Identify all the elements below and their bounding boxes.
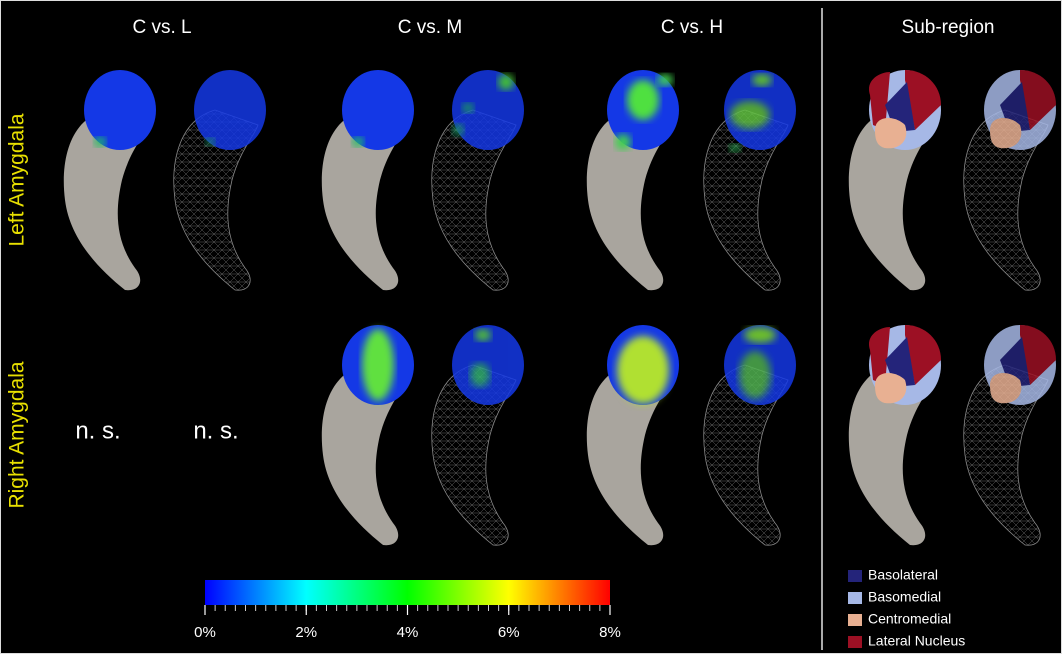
- tick-label: 6%: [498, 624, 520, 641]
- effect-spot: [94, 137, 106, 147]
- effect-spot: [462, 103, 474, 113]
- column-header: C vs. M: [398, 17, 462, 38]
- amygdala-surface: [342, 70, 414, 150]
- amygdala: [452, 325, 524, 405]
- subregion: [875, 118, 906, 148]
- subregion: [875, 373, 906, 403]
- row-label: Left Amygdala: [6, 113, 29, 246]
- amygdala: [452, 70, 524, 150]
- tick-label: 8%: [599, 624, 621, 641]
- legend-label: Lateral Nucleus: [868, 633, 965, 649]
- not-significant: n. s.: [193, 417, 238, 444]
- legend-swatch: [848, 614, 862, 626]
- effect-spot: [744, 327, 776, 343]
- amygdala-surface: [194, 70, 266, 150]
- effect-spot: [362, 329, 394, 401]
- tick-label: 4%: [397, 624, 419, 641]
- legend-swatch: [848, 636, 862, 648]
- effect-spot: [498, 74, 514, 90]
- amygdala: [607, 70, 679, 150]
- amygdala: [607, 325, 679, 405]
- effect-spot: [627, 80, 659, 120]
- column-header: Sub-region: [902, 17, 995, 38]
- amygdala: [342, 70, 414, 150]
- row-label: Right Amygdala: [6, 361, 29, 508]
- effect-spot: [657, 74, 673, 86]
- column-header: C vs. H: [661, 17, 723, 38]
- effect-spot: [739, 351, 771, 399]
- legend-swatch: [848, 570, 862, 582]
- subregion: [990, 373, 1021, 403]
- amygdala: [984, 325, 1056, 405]
- effect-spot: [475, 329, 491, 341]
- figure: C vs. L C vs. M C vs. H Sub-region Left …: [0, 0, 1062, 654]
- amygdala: [869, 325, 941, 405]
- effect-spot: [452, 124, 464, 136]
- legend-label: Basomedial: [868, 589, 941, 605]
- not-significant: n. s.: [75, 417, 120, 444]
- subregion: [990, 118, 1021, 148]
- legend-label: Centromedial: [868, 611, 951, 627]
- column-header: C vs. L: [132, 17, 191, 38]
- amygdala: [194, 70, 266, 150]
- amygdala: [984, 70, 1056, 150]
- legend-label: Basolateral: [868, 567, 938, 583]
- tick-label: 0%: [194, 624, 216, 641]
- amygdala: [342, 325, 414, 405]
- effect-spot: [205, 138, 215, 146]
- amygdala: [724, 325, 796, 405]
- amygdala-surface: [84, 70, 156, 150]
- effect-spot: [470, 363, 490, 387]
- amygdala: [84, 70, 156, 150]
- colorbar-fill: [205, 580, 610, 605]
- effect-spot: [752, 74, 772, 86]
- legend-swatch: [848, 592, 862, 604]
- effect-spot: [617, 336, 669, 404]
- effect-spot: [352, 137, 364, 147]
- effect-spot: [729, 144, 741, 152]
- tick-label: 2%: [295, 624, 317, 641]
- effect-spot: [730, 101, 770, 129]
- amygdala: [869, 70, 941, 150]
- effect-spot: [615, 134, 631, 150]
